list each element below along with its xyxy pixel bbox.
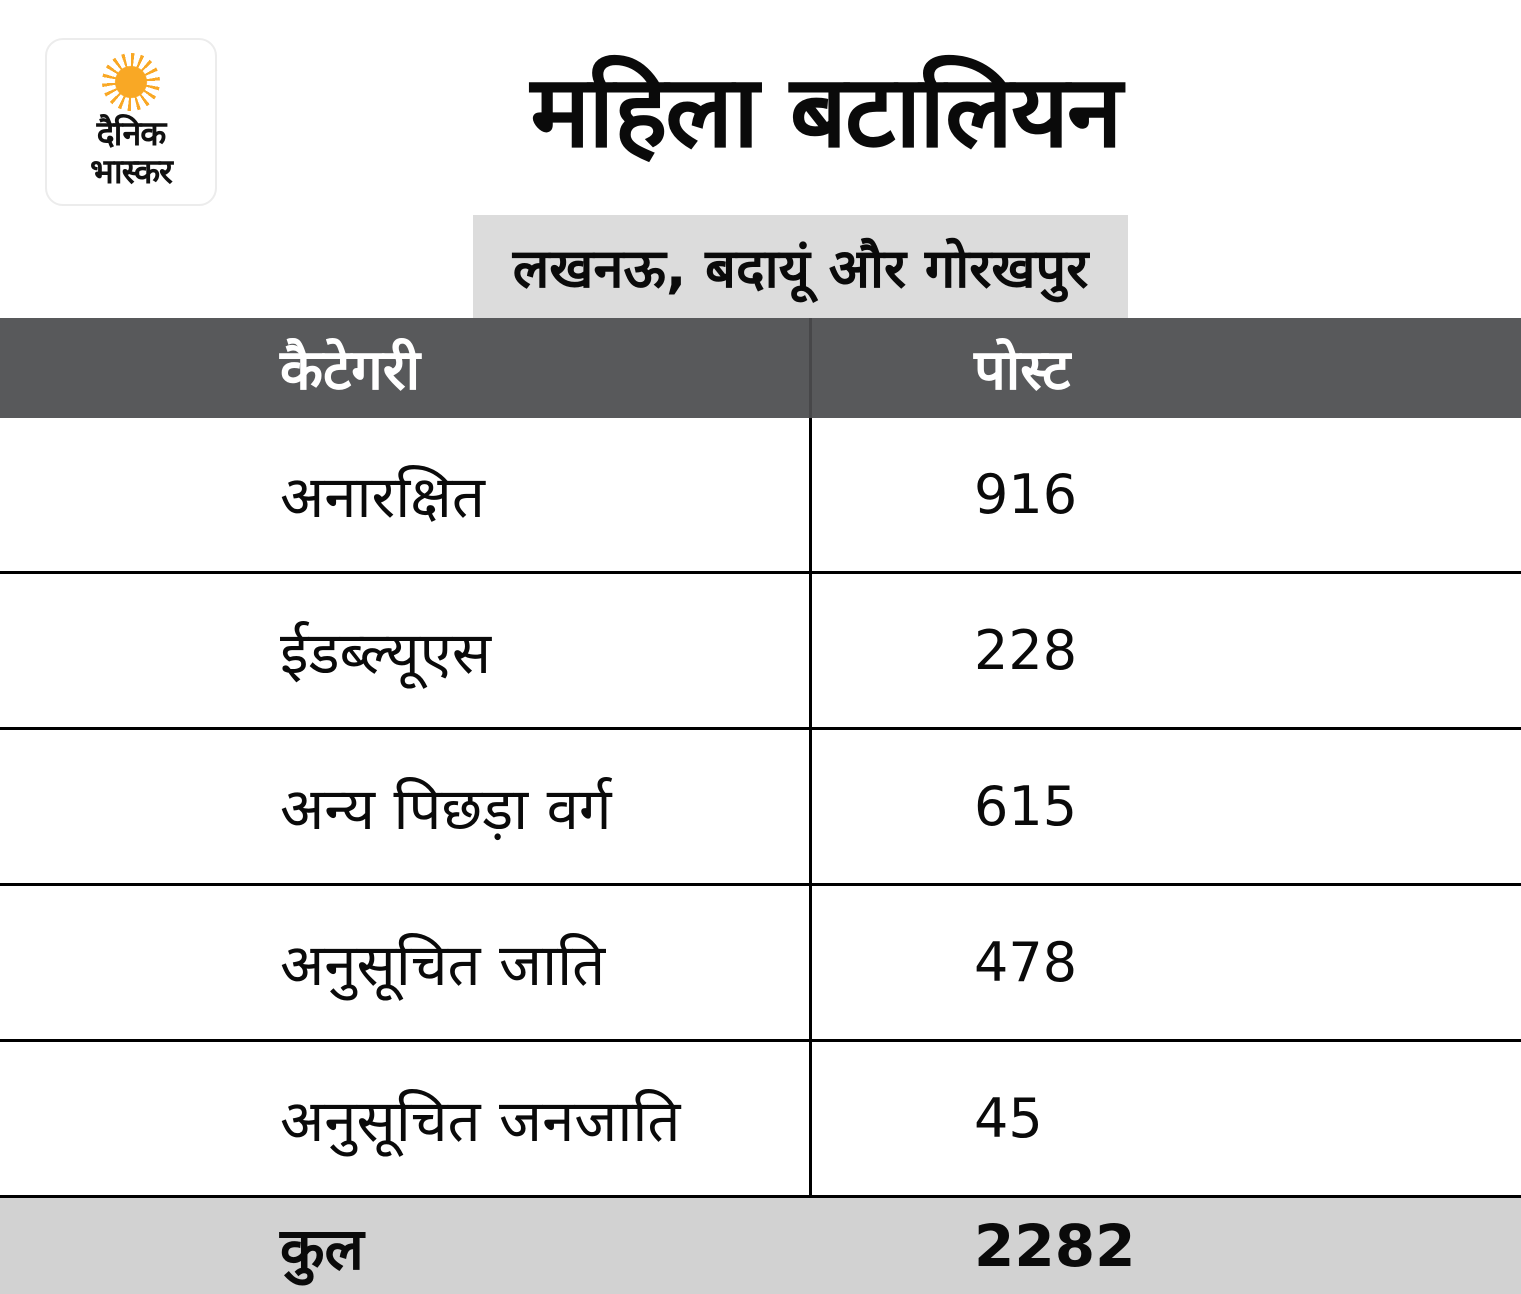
table-row: अनुसूचित जनजाति 45 (0, 1042, 1521, 1198)
data-table: कैटेगरी पोस्ट अनारक्षित 916 ईडब्ल्यूएस 2… (0, 318, 1521, 1294)
posts-cell: 45 (974, 1087, 1043, 1150)
sun-icon (102, 53, 160, 112)
posts-cell: 228 (974, 619, 1078, 682)
category-cell: ईडब्ल्यूएस (0, 574, 812, 727)
page-title: महिला बटालियन (530, 53, 1123, 170)
table-total-row: कुल 2282 (0, 1198, 1521, 1294)
posts-cell: 916 (974, 463, 1078, 526)
table-row: अन्य पिछड़ा वर्ग 615 (0, 730, 1521, 886)
category-cell: अनारक्षित (0, 418, 812, 571)
page-subtitle: लखनऊ, बदायूं और गोरखपुर (472, 215, 1129, 319)
table-row: अनुसूचित जाति 478 (0, 886, 1521, 1042)
posts-cell: 615 (974, 775, 1078, 838)
column-header-posts: पोस्ट (974, 338, 1071, 403)
logo-text-line1: दैनिक (96, 114, 167, 155)
category-cell: अनुसूचित जनजाति (0, 1042, 812, 1195)
category-cell: अन्य पिछड़ा वर्ग (0, 730, 812, 883)
total-label: कुल (280, 1214, 364, 1283)
category-cell: अनुसूचित जाति (0, 886, 812, 1039)
publisher-logo: दैनिक भास्कर (45, 38, 217, 206)
table-row: अनारक्षित 916 (0, 418, 1521, 574)
subtitle-container: लखनऊ, बदायूं और गोरखपुर (0, 215, 1521, 319)
posts-cell: 478 (974, 931, 1078, 994)
title-container: महिला बटालियन (0, 40, 1521, 176)
total-value: 2282 (974, 1212, 1136, 1280)
table-row: ईडब्ल्यूएस 228 (0, 574, 1521, 730)
column-header-category: कैटेगरी (0, 318, 812, 418)
logo-text-line2: भास्कर (90, 152, 173, 192)
table-header-row: कैटेगरी पोस्ट (0, 318, 1521, 418)
